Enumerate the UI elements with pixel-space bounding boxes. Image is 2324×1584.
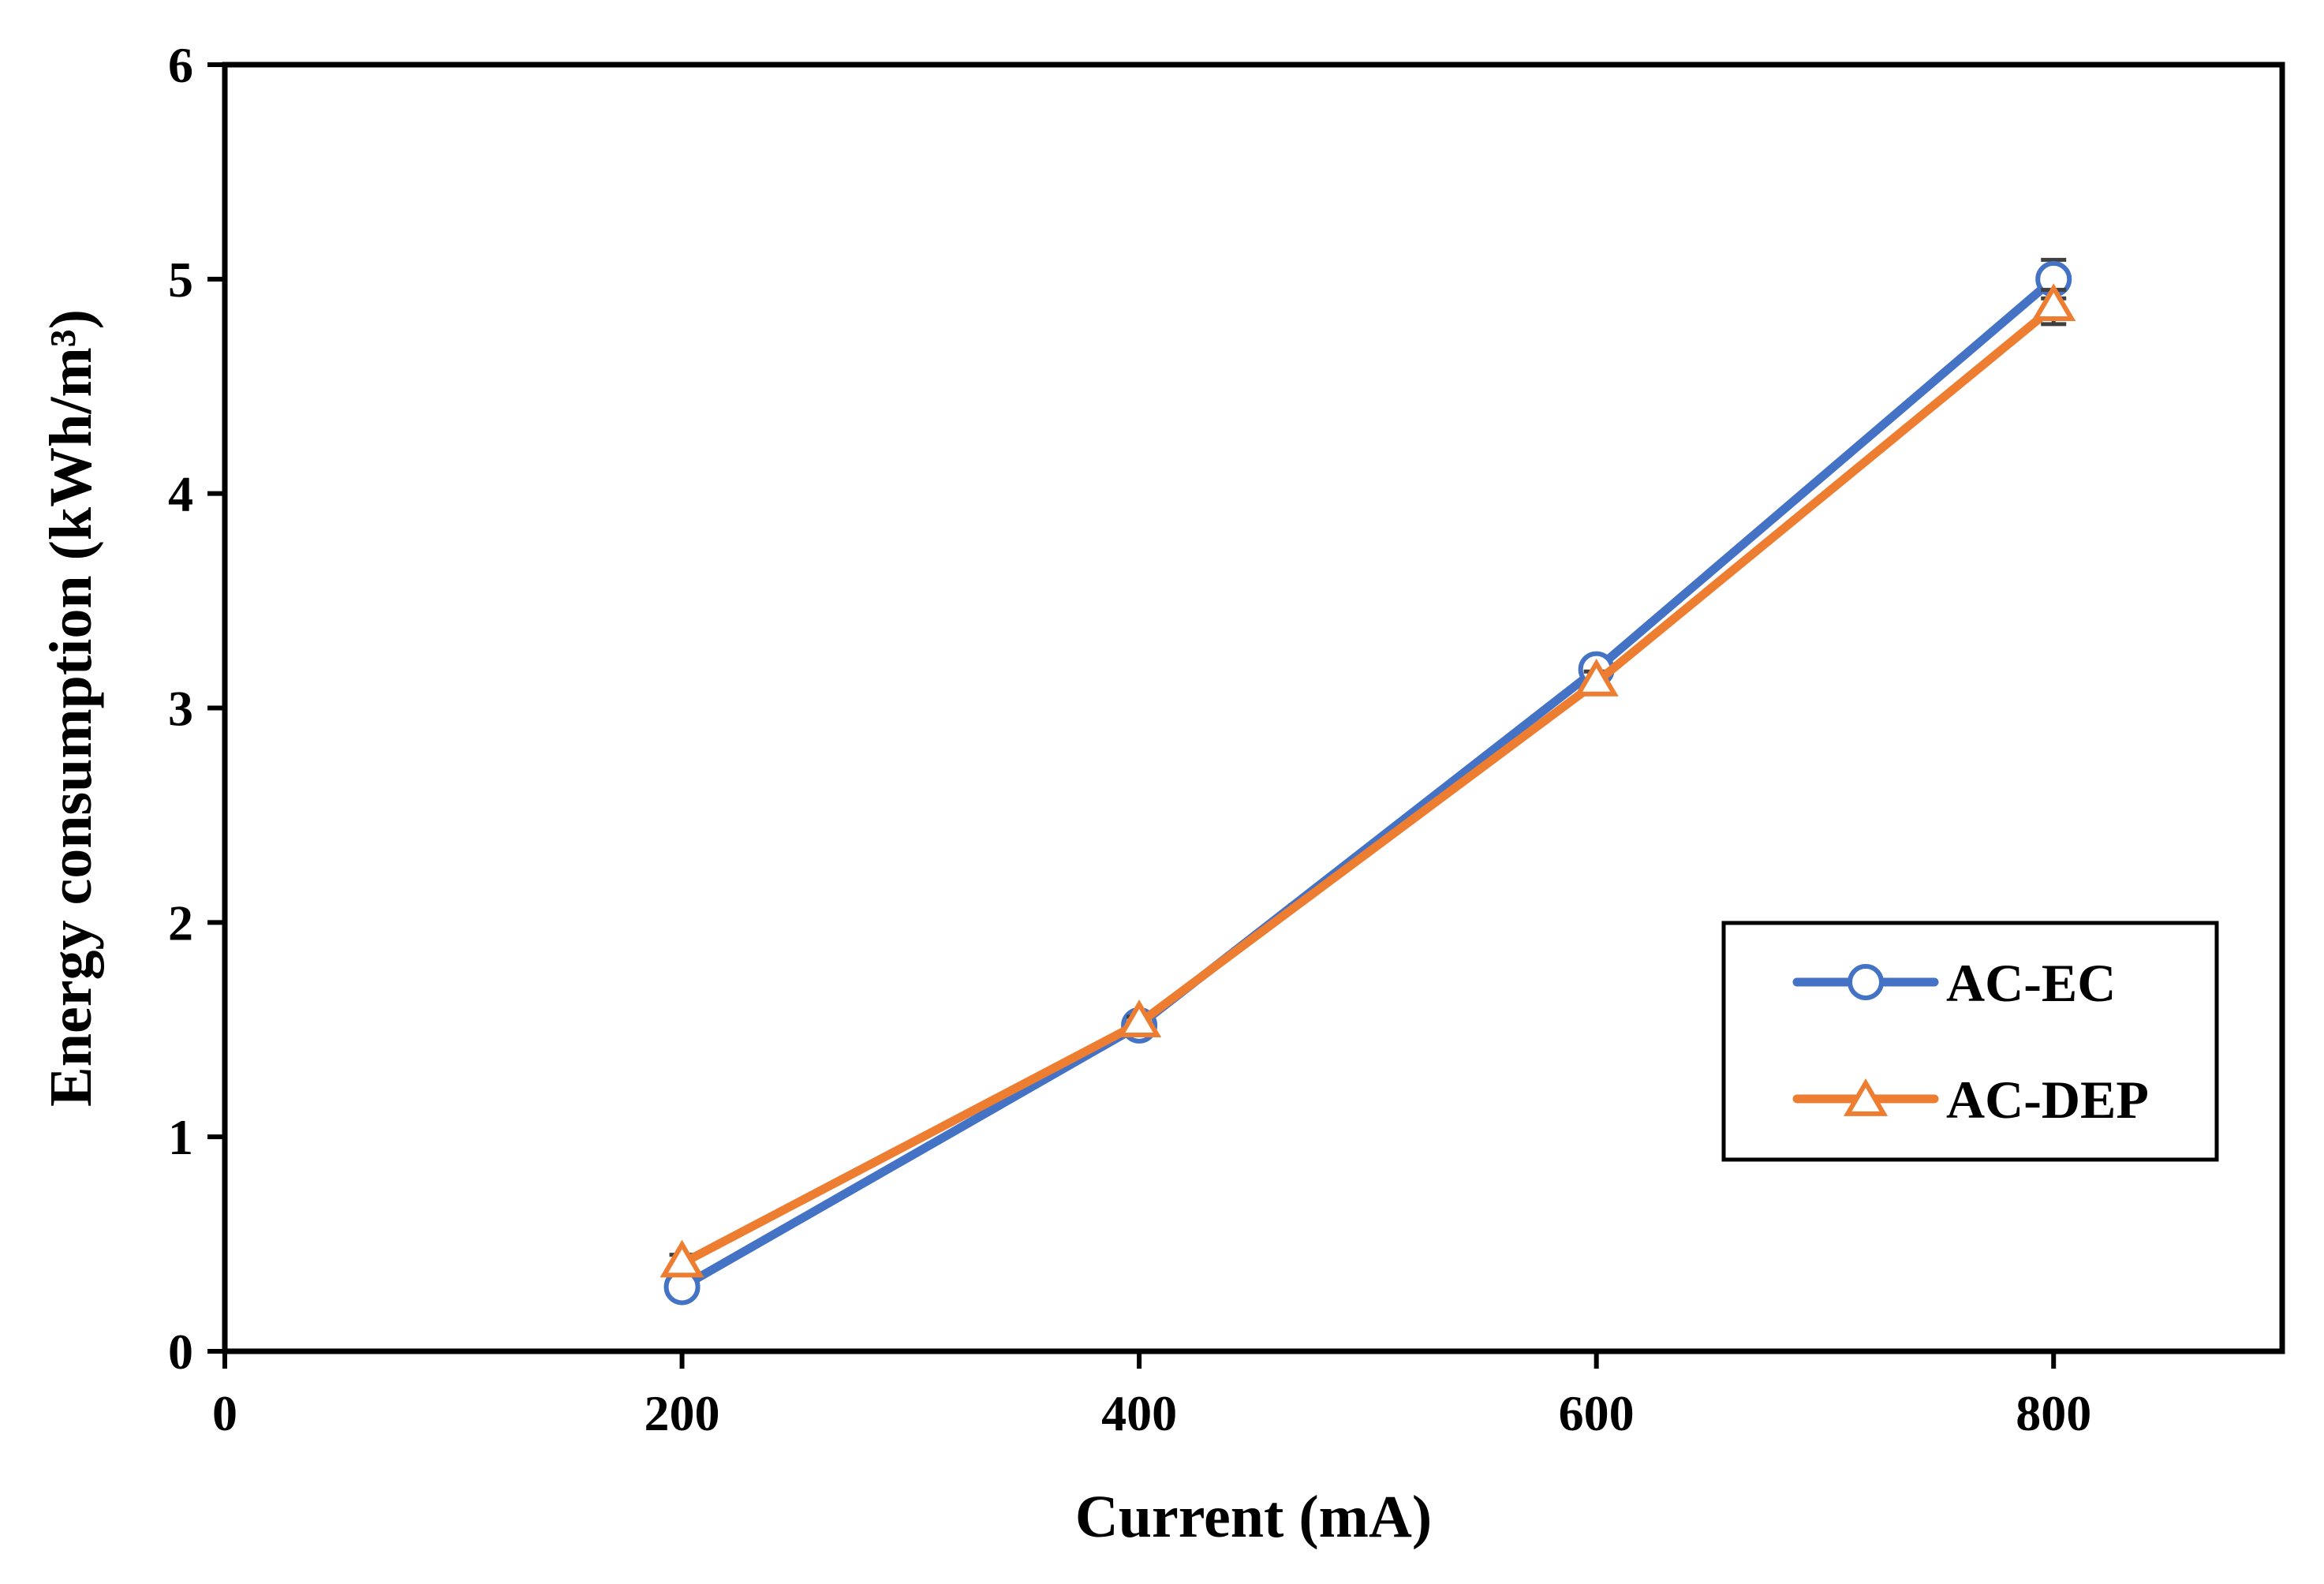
legend-marker	[1848, 964, 1884, 1000]
y-axis-title: Energy consumption (kWh/m³)	[38, 309, 104, 1107]
series-layer	[659, 257, 2076, 1306]
y-axis-ticks: 0 1 2 3 4 5 6	[168, 37, 225, 1380]
data-point	[659, 1239, 704, 1278]
legend-label: AC-EC	[1946, 953, 2116, 1013]
legend-label: AC-DEP	[1946, 1070, 2149, 1130]
legend: AC-EC AC-DEP	[1721, 921, 2219, 1162]
legend-items: AC-EC AC-DEP	[1792, 953, 2149, 1130]
x-tick-label: 200	[645, 1385, 720, 1441]
x-axis-ticks: 0 200 400 600 800	[212, 1351, 2091, 1441]
legend-box	[1721, 921, 2219, 1162]
x-axis-title: Current (mA)	[1075, 1484, 1432, 1550]
legend-marker	[1843, 1078, 1889, 1116]
y-tick-label: 0	[168, 1324, 193, 1380]
x-tick-label: 0	[212, 1385, 237, 1441]
series-ac-dep	[659, 283, 2076, 1278]
y-tick-label: 5	[168, 252, 193, 308]
y-tick-label: 4	[168, 466, 193, 522]
y-tick-label: 3	[168, 681, 193, 737]
series-line	[678, 302, 2058, 1268]
y-tick-label: 6	[168, 37, 193, 93]
y-tick-label: 1	[168, 1109, 193, 1165]
data-point	[1117, 999, 1162, 1037]
data-point	[2031, 283, 2076, 322]
x-tick-label: 400	[1101, 1385, 1177, 1441]
legend-item-ac-dep: AC-DEP	[1792, 1070, 2149, 1130]
y-tick-label: 2	[168, 895, 193, 951]
data-point	[1574, 658, 1619, 697]
legend-item-ac-ec: AC-EC	[1792, 953, 2116, 1013]
x-tick-label: 800	[2016, 1385, 2091, 1441]
x-tick-label: 600	[1559, 1385, 1635, 1441]
